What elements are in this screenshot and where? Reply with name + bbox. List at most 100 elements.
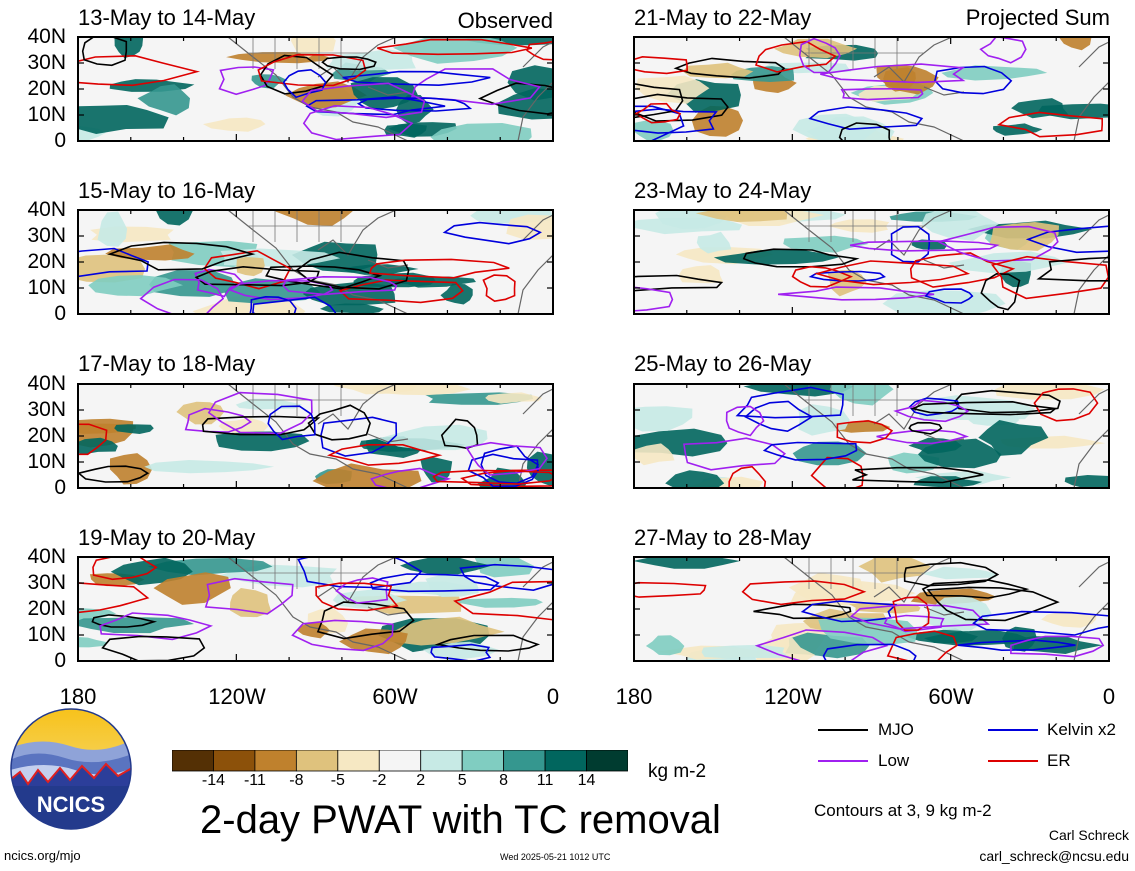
pwat-anomaly-shade — [97, 211, 128, 247]
x-tick-right-180: 180 — [615, 684, 653, 709]
x-tick-left-0: 0 — [546, 684, 560, 709]
y-tick-label: 0 — [54, 476, 66, 499]
colorbar-tick-label: -5 — [330, 772, 345, 789]
y-tick-label: 10N — [27, 450, 66, 473]
contour-line — [980, 272, 1021, 311]
contour-line — [909, 252, 1016, 288]
pwat-anomaly-shade — [783, 235, 869, 253]
pwat-anomaly-shade — [297, 622, 331, 639]
pwat-anomaly-shade — [921, 210, 999, 241]
panel-title-1: 13-May to 14-May — [78, 5, 256, 30]
x-tick-right-120w: 120W — [764, 684, 822, 709]
colorbar-tick-label: -8 — [289, 772, 304, 789]
contour-line — [326, 444, 443, 466]
pwat-anomaly-shade — [634, 406, 693, 432]
map-panel — [633, 209, 1110, 315]
colorbar-tick-label: 11 — [536, 772, 554, 789]
colorbar-tick-label: 5 — [457, 772, 467, 789]
contour-line — [442, 221, 542, 245]
pwat-anomaly-shade — [153, 572, 231, 605]
contour-line — [342, 70, 491, 87]
pwat-anomaly-shade — [88, 275, 183, 297]
contour-line — [91, 614, 158, 628]
contour-line — [800, 600, 898, 623]
contour-line — [184, 407, 253, 433]
pwat-anomaly-shade — [678, 265, 724, 284]
contour-line — [78, 54, 201, 87]
contour-line — [252, 296, 337, 314]
contour-line — [101, 635, 206, 661]
pwat-anomaly-shade — [1011, 98, 1069, 119]
contour-line — [762, 441, 858, 461]
coastline — [227, 557, 553, 661]
pwat-anomaly-shade — [921, 566, 997, 580]
pwat-anomaly-shade — [818, 617, 918, 646]
contour-line — [249, 295, 297, 314]
legend-label-mjo: MJO — [878, 720, 914, 739]
legend-label-low: Low — [878, 751, 910, 770]
contour-line — [634, 55, 689, 75]
colorbar-swatch — [586, 750, 628, 772]
contour-line — [301, 82, 426, 119]
map-panel — [633, 556, 1110, 662]
colorbar — [172, 750, 628, 772]
contour-line — [791, 265, 854, 288]
contour-line — [820, 63, 966, 84]
pwat-anomaly-shade — [1059, 37, 1092, 51]
pwat-anomaly-shade — [978, 420, 1049, 456]
x-tick-left-120w: 120W — [208, 684, 266, 709]
pwat-anomaly-shade — [215, 431, 310, 452]
contour-line — [634, 93, 729, 122]
contour-line — [307, 404, 371, 441]
map-panel — [77, 383, 554, 489]
contour-line — [934, 65, 1013, 95]
contour-line — [78, 423, 108, 456]
pwat-anomaly-shade — [78, 637, 108, 648]
y-tick-label: 30N — [27, 571, 66, 594]
pwat-anomaly-shade — [400, 557, 492, 575]
contour-line — [1033, 388, 1099, 422]
legend-label-kelvin: Kelvin x2 — [1047, 720, 1116, 739]
contour-line — [735, 386, 844, 419]
contour-line — [754, 629, 889, 661]
y-tick-label: 20N — [27, 250, 66, 273]
colorbar-tick-label: 2 — [416, 772, 426, 789]
pwat-anomaly-shade — [393, 37, 518, 64]
colorbar-tick-label: -11 — [243, 772, 266, 789]
contour-line — [849, 240, 1000, 252]
contour-line — [996, 111, 1103, 138]
colorbar-swatch — [172, 750, 214, 772]
x-tick-left-60w: 60W — [372, 684, 418, 709]
y-tick-label: 0 — [54, 129, 66, 152]
colorbar-swatch — [337, 750, 380, 772]
colorbar-swatch — [461, 750, 505, 772]
pwat-anomaly-shade — [634, 557, 741, 569]
contour-line — [81, 37, 128, 67]
logo-text: NCICS — [37, 792, 105, 817]
contour-line — [813, 260, 971, 286]
contour-line — [836, 420, 894, 444]
contour-line — [808, 106, 924, 131]
panel-title-6: 23-May to 24-May — [634, 178, 812, 203]
footer-email: carl_schreck@ncsu.edu — [979, 848, 1129, 864]
contour-line — [320, 416, 398, 457]
contour-line — [840, 87, 924, 101]
pwat-anomaly-shade — [319, 303, 384, 314]
y-tick-label: 20N — [27, 424, 66, 447]
pwat-anomaly-shade — [275, 210, 353, 226]
contour-line — [338, 279, 464, 304]
contour-line — [434, 634, 541, 652]
contour-line — [753, 603, 852, 620]
contour-line — [460, 469, 553, 488]
contour-line — [302, 104, 414, 141]
contour-line — [634, 274, 724, 292]
contour-line — [903, 561, 1000, 587]
contour-line — [808, 270, 886, 282]
panel-tag-observed: Observed — [457, 8, 553, 33]
pwat-anomaly-shade — [371, 384, 471, 396]
contour-line — [798, 37, 841, 74]
contour-line — [432, 469, 553, 485]
contour-line — [480, 445, 540, 485]
x-tick-right-0: 0 — [1102, 684, 1116, 709]
y-tick-label: 20N — [27, 77, 66, 100]
